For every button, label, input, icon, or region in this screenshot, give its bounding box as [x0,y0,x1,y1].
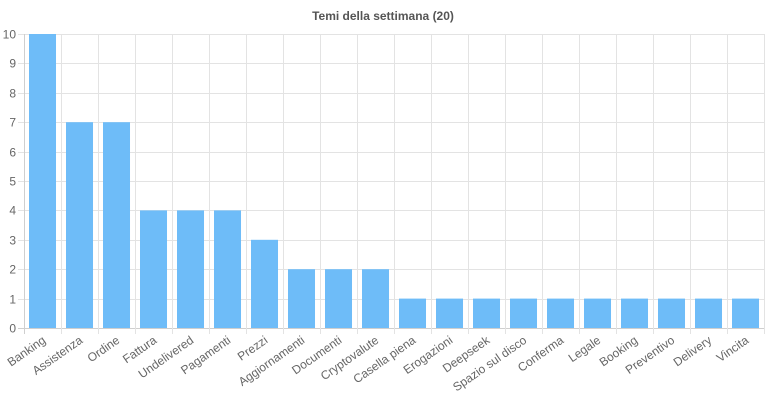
y-tick-label: 9 [9,57,16,71]
bar[interactable] [732,298,760,328]
chart-title: Temi della settimana (20) [312,9,454,23]
y-tick-label: 2 [9,263,16,277]
bar[interactable] [510,298,538,328]
bar[interactable] [288,269,316,328]
y-tick-label: 0 [9,322,16,336]
bar[interactable] [325,269,353,328]
bars-layer [29,34,760,328]
y-tick-label: 7 [9,116,16,130]
bar[interactable] [66,122,94,328]
y-tick-label: 5 [9,175,16,189]
bar[interactable] [658,298,686,328]
bar[interactable] [695,298,723,328]
y-tick-label: 3 [9,234,16,248]
bar[interactable] [547,298,575,328]
bar[interactable] [362,269,390,328]
x-tick-label: Vincita [714,333,752,365]
y-tick-label: 8 [9,87,16,101]
bar[interactable] [436,298,464,328]
y-tick-label: 4 [9,204,16,218]
bar[interactable] [251,239,279,328]
bar[interactable] [214,210,242,328]
y-tick-label: 6 [9,146,16,160]
bar[interactable] [473,298,501,328]
bar[interactable] [29,34,57,328]
y-tick-label: 1 [9,293,16,307]
bar[interactable] [584,298,612,328]
y-tick-label: 10 [3,28,17,42]
x-tick-label: Ordine [85,333,123,365]
bar[interactable] [399,298,427,328]
bar[interactable] [140,210,168,328]
bar[interactable] [177,210,205,328]
x-tick-label: Delivery [671,333,715,369]
bar[interactable] [103,122,131,328]
bar[interactable] [621,298,649,328]
